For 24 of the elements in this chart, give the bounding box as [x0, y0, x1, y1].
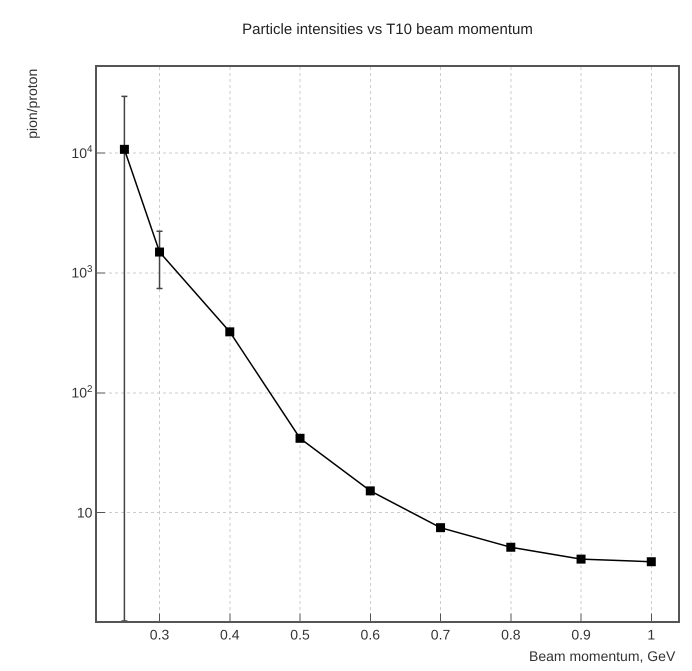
y-tick-label: 10$^{2}$: [71, 384, 92, 401]
y-tick-label: 10$^{3}$: [71, 264, 93, 281]
y-tick-label: 10$^{4}$: [71, 144, 93, 161]
x-tick-label: 0.6: [360, 626, 380, 643]
point: [436, 523, 446, 532]
x-tick-label: 0.8: [501, 626, 521, 643]
point: [576, 554, 586, 564]
x-tick-label: 0.3: [150, 626, 170, 643]
x-tick-label: 0.9: [571, 626, 591, 643]
chart-title: Particle intensities vs T10 beam momentum: [242, 20, 533, 38]
point: [296, 434, 305, 443]
point: [120, 144, 129, 154]
y-axis-title: pion/proton: [24, 68, 40, 139]
point: [155, 248, 164, 257]
x-tick-label: 0.7: [430, 626, 450, 643]
x-axis-title: Beam momentum, GeV: [529, 648, 676, 664]
x-tick-label: 0.4: [220, 626, 240, 643]
point: [225, 327, 234, 336]
point: [366, 486, 375, 496]
y-tick-label: 10: [76, 504, 93, 521]
x-tick-label: 1: [647, 626, 656, 643]
x-tick-label: 0.5: [290, 626, 310, 643]
point: [506, 542, 516, 552]
point: [646, 557, 656, 566]
